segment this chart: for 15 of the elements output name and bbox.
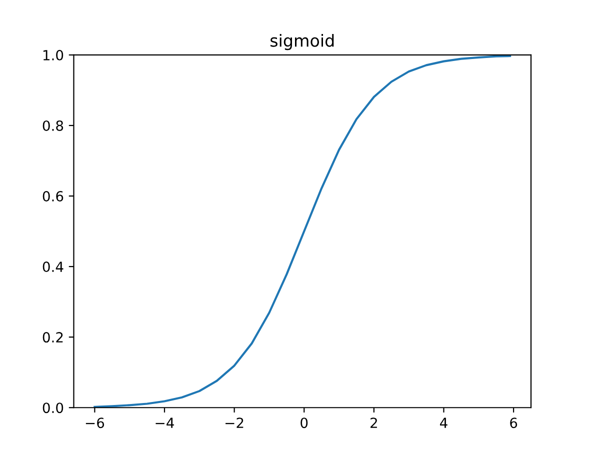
x-tick-label: 2 <box>370 418 377 428</box>
x-tick-label: 4 <box>440 418 448 428</box>
y-tick-label: 1.0 <box>43 50 64 60</box>
y-tick-label: 0.6 <box>42 190 64 202</box>
x-tick-label: 0 <box>300 418 308 428</box>
y-tick-label: 0.4 <box>42 262 64 272</box>
x-tick-label: −4 <box>156 418 174 428</box>
x-tick-label: −6 <box>86 418 104 428</box>
line-series <box>94 54 512 408</box>
x-tick-label: 6 <box>510 418 518 428</box>
chart-title: sigmoid <box>270 34 334 50</box>
x-tick-label: −2 <box>226 418 244 428</box>
y-tick-label: 0.2 <box>42 332 63 343</box>
y-tick-label: 0.0 <box>42 402 64 414</box>
y-tick-label: 0.8 <box>42 120 64 131</box>
